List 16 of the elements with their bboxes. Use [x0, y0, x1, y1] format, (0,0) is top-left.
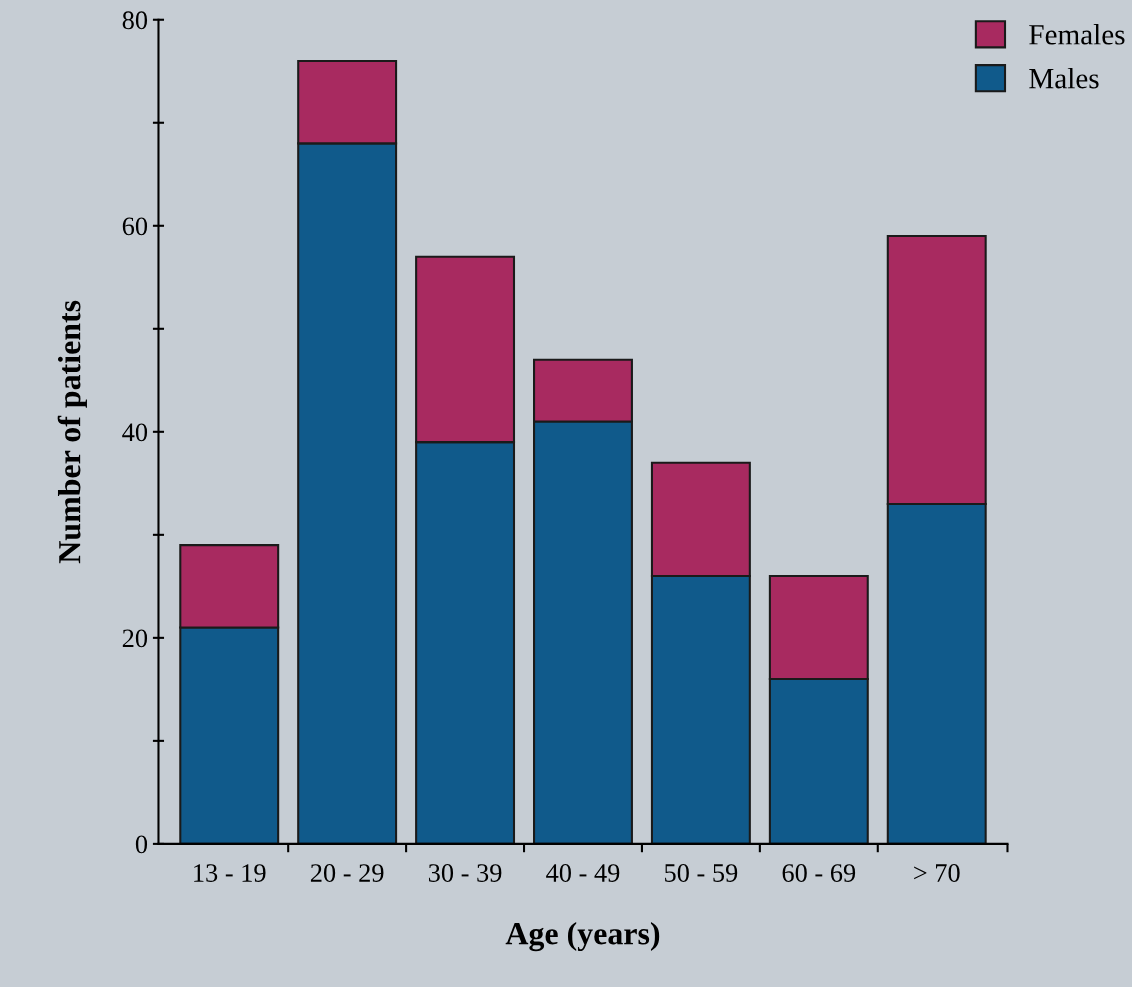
y-tick-label: 20: [122, 629, 148, 648]
y-tick-label: 80: [122, 11, 148, 30]
x-axis-title: Age (years): [505, 921, 660, 952]
y-tick-label: 60: [122, 217, 148, 236]
x-tick-label: > 70: [914, 864, 960, 882]
legend-label: Males: [1029, 67, 1099, 89]
y-axis-title: Number of patients: [57, 300, 87, 564]
x-tick-label: 20 - 29: [310, 864, 384, 882]
legend-label: Females: [1029, 24, 1125, 45]
x-tick-label: 13 - 19: [194, 864, 266, 882]
x-tick-label: 60 - 69: [782, 864, 856, 882]
x-tick-label: 40 - 49: [546, 864, 620, 882]
x-tick-label: 50 - 59: [665, 864, 738, 882]
y-tick-label: 0: [135, 835, 148, 854]
y-tick-label: 40: [122, 423, 148, 442]
x-tick-label: 30 - 39: [428, 864, 502, 882]
